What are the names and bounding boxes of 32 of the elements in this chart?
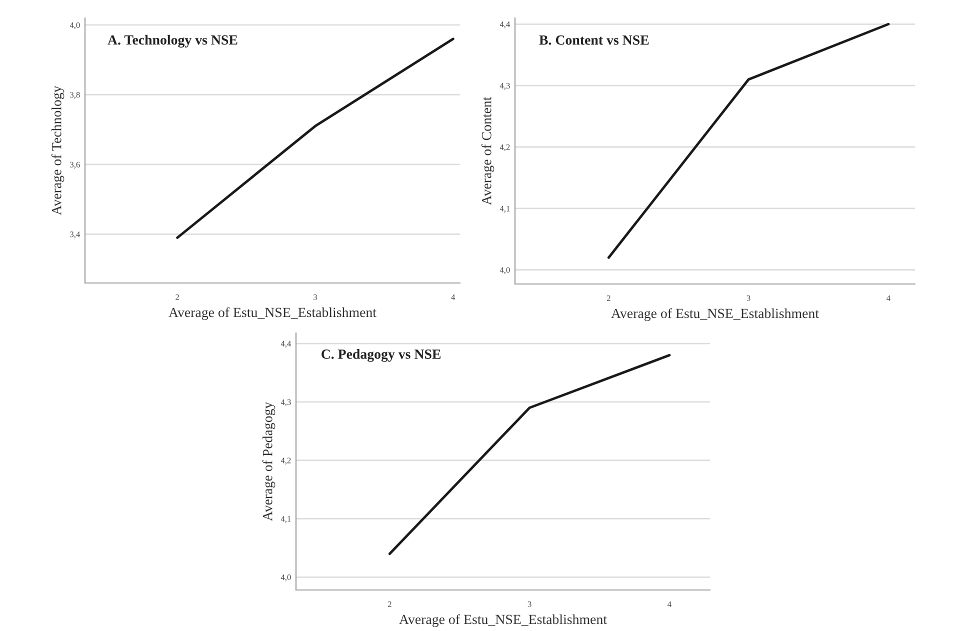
- y-tick-label: 4,3: [280, 399, 291, 406]
- x-tick-label: 2: [388, 601, 392, 607]
- y-tick-label: 4,1: [500, 206, 510, 213]
- y-tick-label: 4,4: [280, 340, 292, 348]
- x-tick-label: 4: [886, 295, 890, 301]
- x-tick-label: 4: [451, 294, 456, 300]
- x-tick-label: 2: [176, 294, 179, 300]
- text: C. Pedagogy vs NSE: [322, 349, 441, 362]
- text: B. Content vs NSE: [539, 35, 649, 45]
- y-tick-label: 3,6: [70, 162, 80, 169]
- x-tick-label: 3: [528, 601, 532, 607]
- y-tick-label: 4,2: [280, 458, 291, 465]
- y-tick-label: 4,0: [70, 22, 80, 30]
- y-tick-label: 3,4: [70, 232, 80, 238]
- x-tick-label: 2: [606, 295, 610, 301]
- y-tick-label: 4,3: [500, 82, 510, 90]
- y-axis-title: Average of Pedagogy: [262, 402, 276, 522]
- x-tick-label: 3: [746, 295, 750, 301]
- y-tick-label: 4,4: [500, 22, 510, 28]
- y-tick-label: 4,0: [280, 574, 291, 582]
- x-tick-label: 4: [668, 601, 672, 607]
- y-tick-label: 4,2: [500, 144, 510, 152]
- x-axis-title: Average of Estu_NSE_Establishment: [611, 308, 819, 321]
- x-axis-title: Average of Estu_NSE_Establishment: [168, 307, 376, 320]
- y-axis-title: Average of Content: [481, 96, 494, 206]
- x-axis-title: Average of Estu_NSE_Establishment: [399, 614, 607, 627]
- y-axis-title: Average of Technology: [51, 86, 64, 216]
- y-tick-label: 3,8: [70, 92, 80, 99]
- x-tick-label: 3: [314, 294, 317, 300]
- text: A. Technology vs NSE: [108, 34, 238, 48]
- y-tick-label: 4,0: [500, 267, 510, 274]
- y-tick-label: 4,1: [280, 516, 291, 523]
